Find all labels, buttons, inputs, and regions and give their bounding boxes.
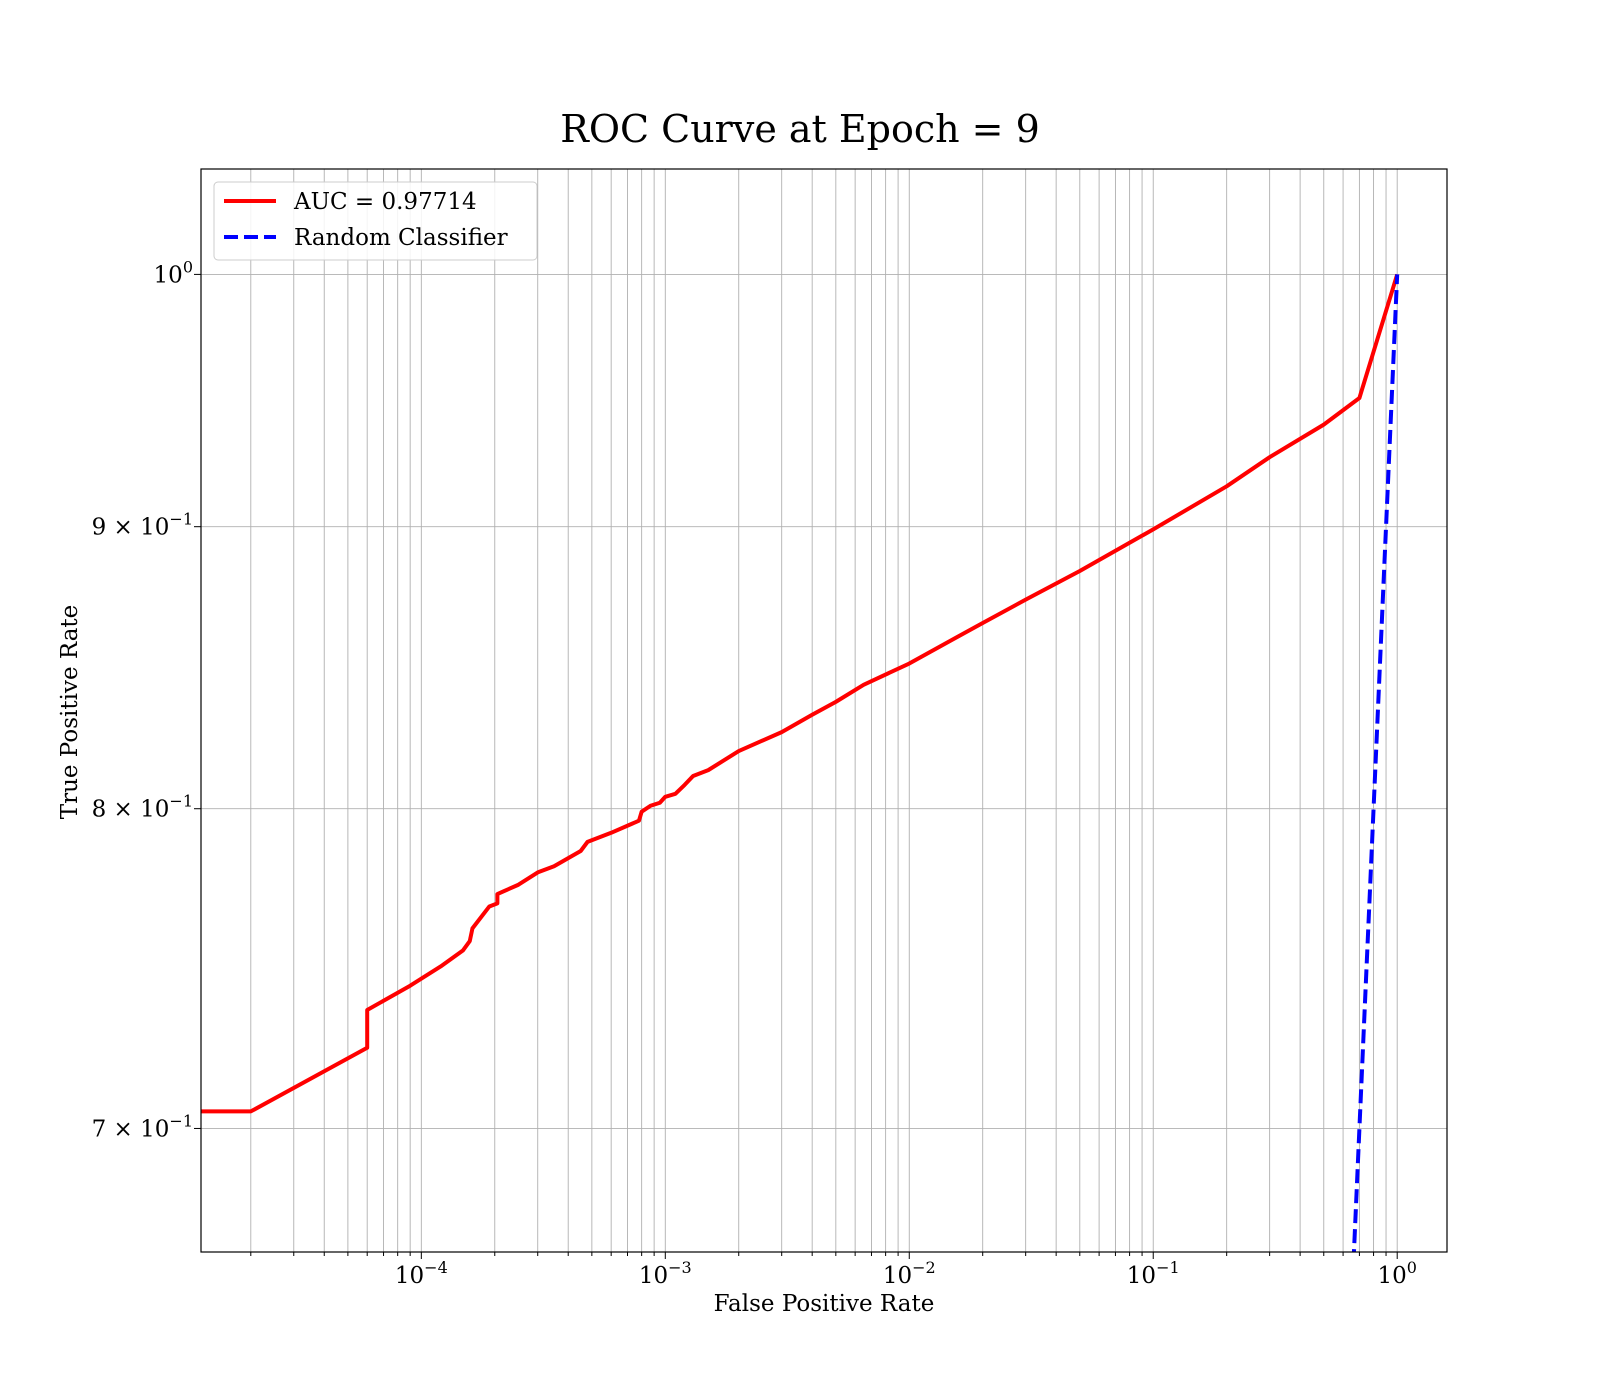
legend-label-1: AUC = 0.97714 — [293, 189, 477, 215]
x-axis-label: False Positive Rate — [714, 1291, 935, 1317]
y-tick-label: 100 — [154, 257, 193, 288]
plot-frame — [200, 168, 1448, 1253]
x-tick-label: 10−4 — [395, 1258, 448, 1289]
grid — [194, 169, 1447, 1259]
legend-box — [213, 181, 538, 261]
x-tick-labels: 10−4 10−3 10−2 10−1 100 — [395, 1258, 1417, 1289]
x-tick-label: 10−1 — [1127, 1258, 1180, 1289]
y-axis-label: True Positive Rate — [57, 605, 83, 820]
x-tick-label: 100 — [1377, 1258, 1416, 1289]
y-tick-label: 9 × 10−1 — [92, 510, 193, 541]
legend-label-2: Random Classifier — [294, 225, 508, 251]
y-tick-label: 8 × 10−1 — [92, 792, 193, 823]
y-tick-label: 7 × 10−1 — [92, 1111, 193, 1142]
x-tick-label: 10−2 — [883, 1258, 936, 1289]
legend: AUC = 0.97714 Random Classifier — [213, 181, 538, 261]
y-tick-labels: 100 9 × 10−1 8 × 10−1 7 × 10−1 — [92, 257, 193, 1142]
chart-title: ROC Curve at Epoch = 9 — [560, 107, 1040, 151]
series-line-1 — [201, 273, 1400, 1114]
x-tick-label: 10−3 — [639, 1258, 692, 1289]
series-line-2 — [1351, 274, 1400, 1252]
series-layer — [201, 273, 1400, 1252]
